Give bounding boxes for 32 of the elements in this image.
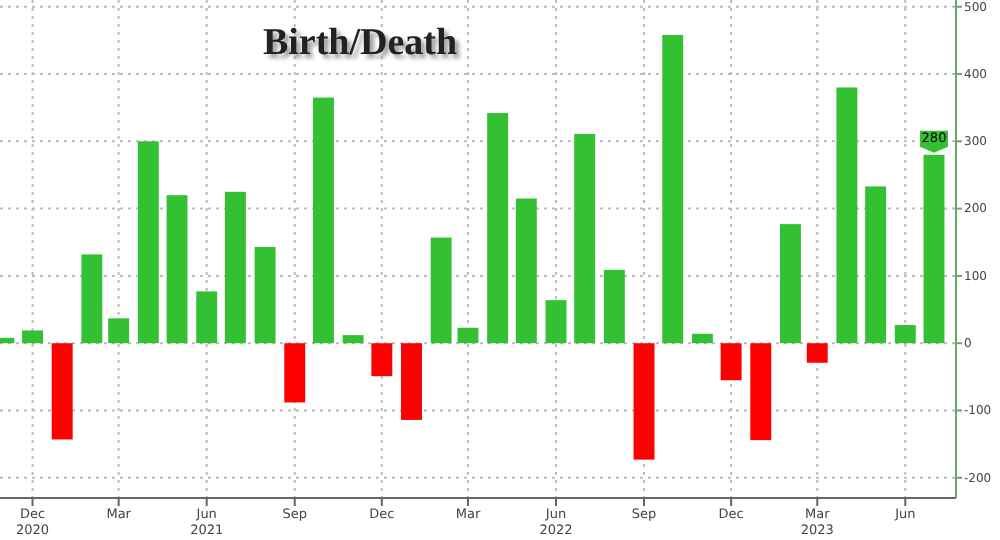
bar	[574, 133, 596, 344]
bar	[430, 237, 452, 344]
bar	[224, 191, 246, 344]
bar	[196, 291, 218, 344]
bar	[371, 343, 393, 377]
bar	[750, 343, 772, 441]
bar	[108, 318, 130, 344]
bar	[81, 254, 103, 344]
bar	[137, 141, 159, 344]
bar	[457, 327, 479, 344]
text: Birth/Death	[262, 22, 458, 64]
bar	[779, 224, 801, 344]
bar	[401, 343, 422, 420]
bar	[836, 87, 858, 344]
bar	[545, 300, 567, 344]
bar	[22, 330, 43, 344]
bar	[894, 325, 916, 344]
bar	[487, 113, 509, 344]
bar	[312, 97, 334, 344]
bar	[633, 343, 655, 460]
bar	[515, 198, 537, 344]
bar	[284, 343, 306, 403]
bar	[342, 335, 364, 344]
bar	[806, 343, 828, 363]
bar	[662, 34, 684, 344]
bar	[720, 343, 742, 381]
bar	[691, 333, 713, 344]
bar	[865, 186, 887, 344]
bar	[166, 195, 188, 344]
bar	[254, 246, 276, 344]
bar	[51, 343, 73, 440]
bar	[603, 269, 625, 344]
